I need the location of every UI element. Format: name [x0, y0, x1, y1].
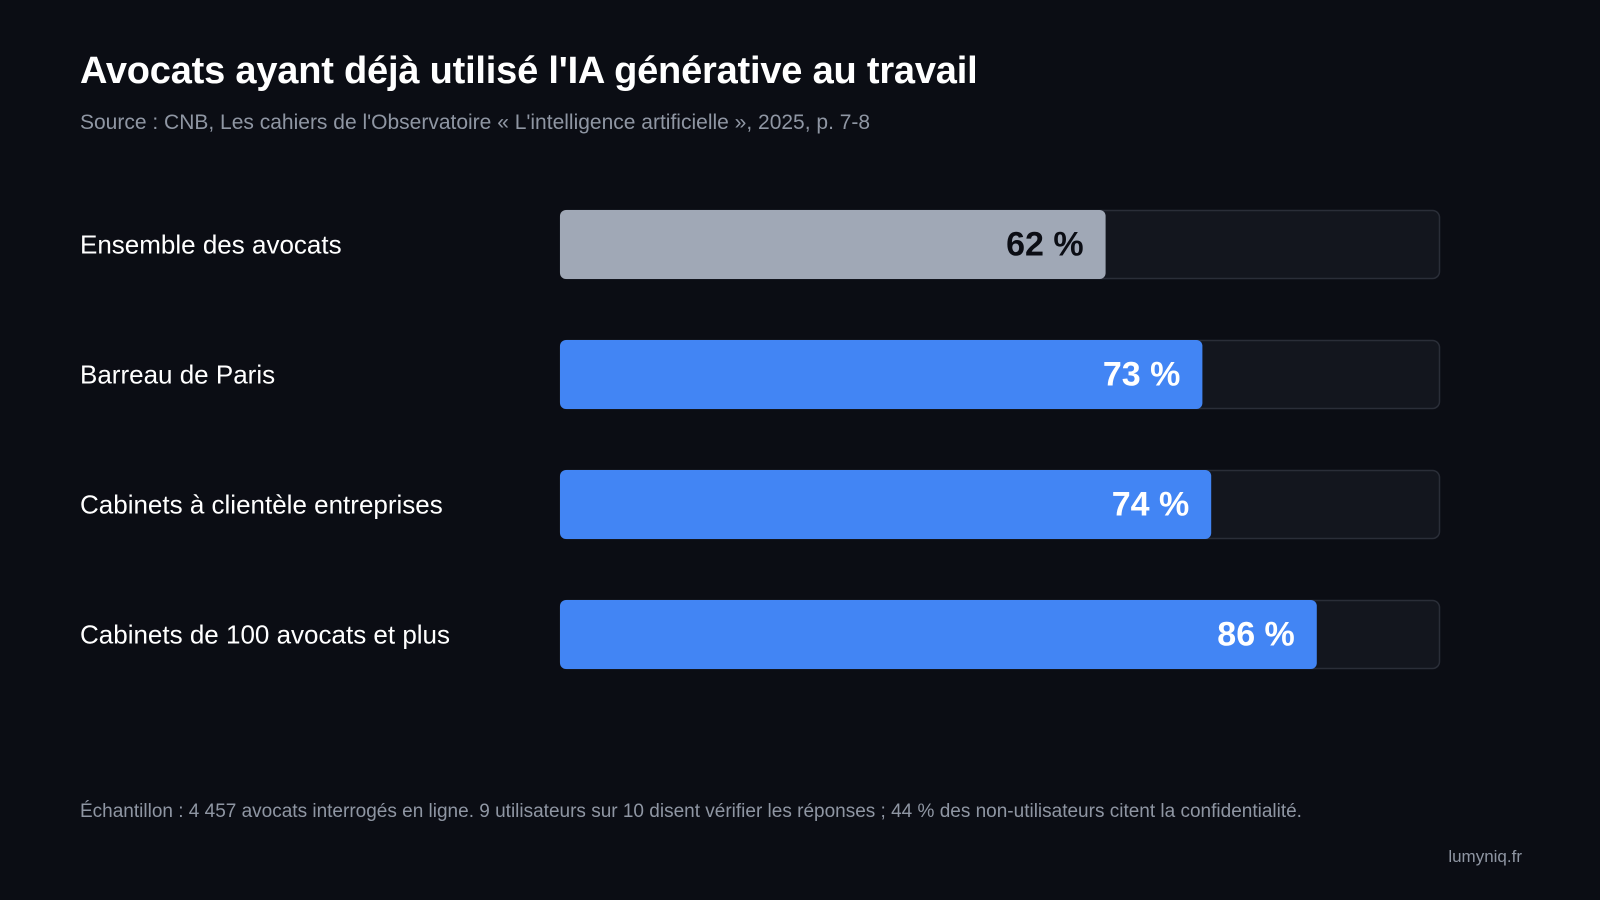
category-label: Cabinets de 100 avocats et plus [80, 620, 450, 650]
bar-row: Ensemble des avocats 62 % [80, 209, 1441, 280]
chart-title: Avocats ayant déjà utilisé l'IA générati… [80, 50, 978, 92]
bar-row: Cabinets à clientèle entreprises 74 % [80, 469, 1441, 540]
value-label: 74 % [1112, 486, 1190, 524]
bar [560, 340, 1203, 409]
bar [560, 600, 1317, 669]
category-label: Cabinets à clientèle entreprises [80, 490, 443, 520]
sample-footnote: Échantillon : 4 457 avocats interrogés e… [80, 801, 1302, 822]
chart-source: Source : CNB, Les cahiers de l'Observato… [80, 111, 871, 134]
bar-row: Barreau de Paris 73 % [80, 339, 1441, 410]
category-label: Ensemble des avocats [80, 230, 342, 260]
category-label: Barreau de Paris [80, 360, 275, 390]
value-label: 86 % [1217, 616, 1295, 654]
bar [560, 210, 1106, 279]
bar [560, 470, 1212, 539]
bar-row: Cabinets de 100 avocats et plus 86 % [80, 599, 1441, 670]
brand-watermark: lumyniq.fr [1448, 847, 1522, 866]
value-label: 62 % [1006, 226, 1084, 264]
value-label: 73 % [1103, 356, 1181, 394]
